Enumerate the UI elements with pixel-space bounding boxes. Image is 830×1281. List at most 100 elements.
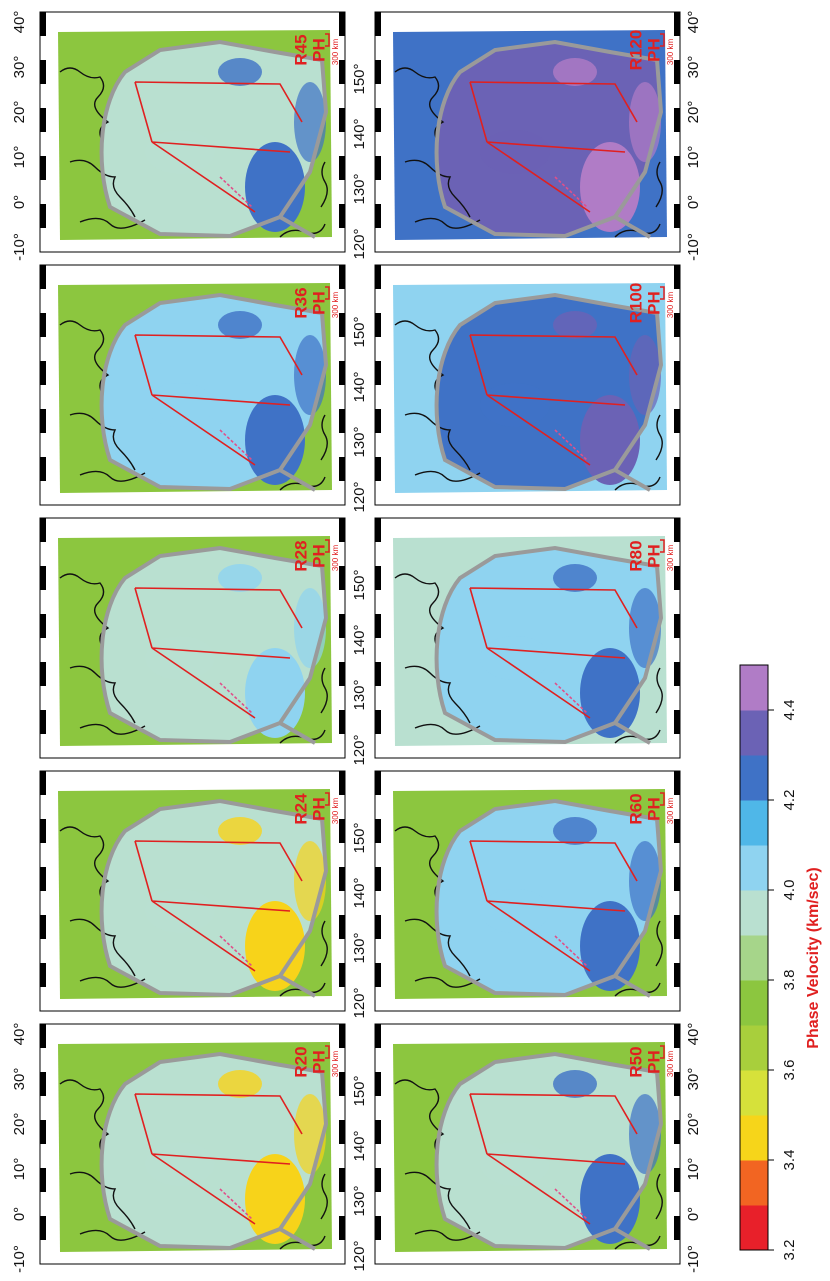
panel-sublabel: PH <box>309 291 328 315</box>
scale-bar <box>660 792 665 806</box>
plate-boundary <box>434 545 664 745</box>
velocity-anomaly <box>245 142 305 232</box>
panel-sublabel: PH <box>644 1050 663 1074</box>
map-panel: R50 PH 300 km <box>374 1023 681 1265</box>
velocity-anomaly <box>218 1070 262 1098</box>
longitude-label: 150° <box>351 569 368 600</box>
latitude-label: -10° <box>685 233 702 261</box>
ridge-line <box>134 334 303 466</box>
panel-label: R24 <box>291 793 310 825</box>
scale-bar <box>660 286 665 300</box>
velocity-anomaly <box>294 82 326 162</box>
latitude-label: 0° <box>685 195 702 209</box>
velocity-anomaly <box>629 1094 661 1174</box>
scale-label: 300 km <box>331 545 340 572</box>
velocity-anomaly <box>245 648 305 738</box>
latitude-label: 10° <box>685 1158 702 1181</box>
velocity-anomaly <box>145 130 215 174</box>
velocity-anomaly <box>580 648 640 738</box>
panel-label: R36 <box>291 287 310 318</box>
ridge-line <box>469 587 638 719</box>
scale-label: 300 km <box>666 798 675 825</box>
velocity-anomaly <box>218 58 262 86</box>
velocity-anomaly <box>553 1070 597 1098</box>
scale-bar <box>325 539 330 553</box>
plate-boundary <box>434 39 664 239</box>
panel-label: R20 <box>291 1046 310 1077</box>
latitude-label: 20° <box>685 101 702 124</box>
latitude-label: 30° <box>11 1068 28 1091</box>
scale-label: 300 km <box>666 545 675 572</box>
panel-label: R80 <box>626 540 645 571</box>
longitude-label: 130° <box>351 1185 368 1216</box>
scale-bar <box>660 33 665 47</box>
ridge-line <box>469 840 638 972</box>
scale-label: 300 km <box>331 1051 340 1078</box>
scale-label: 300 km <box>331 292 340 319</box>
colorbar-segment <box>740 800 768 846</box>
latitude-label: 30° <box>685 56 702 79</box>
velocity-anomaly <box>145 636 215 680</box>
panel-sublabel: PH <box>309 797 328 821</box>
velocity-anomaly <box>580 1154 640 1244</box>
velocity-anomaly <box>218 817 262 845</box>
colorbar-segment <box>740 890 768 936</box>
ridge-line-dashed <box>219 935 253 967</box>
latitude-label: 30° <box>11 56 28 79</box>
colorbar-segment <box>740 845 768 891</box>
latitude-label: 0° <box>685 1207 702 1221</box>
longitude-label: 120° <box>351 734 368 765</box>
map-panel: R20 PH 300 km <box>39 1023 346 1265</box>
plate-boundary <box>99 1051 329 1251</box>
colorbar-tick-label: 3.6 <box>781 1060 798 1081</box>
latitude-label: 20° <box>11 101 28 124</box>
longitude-label: 120° <box>351 1240 368 1271</box>
panel-sublabel: PH <box>309 544 328 568</box>
velocity-anomaly <box>480 636 550 680</box>
colorbar-segment <box>740 935 768 981</box>
scale-bar <box>325 33 330 47</box>
velocity-anomaly <box>629 82 661 162</box>
ridge-line <box>134 1093 303 1225</box>
velocity-anomaly <box>553 564 597 592</box>
map-panel: R60 PH 300 km <box>374 770 681 1012</box>
scale-bar <box>325 1045 330 1059</box>
plate-boundary <box>99 545 329 745</box>
velocity-anomaly <box>629 588 661 668</box>
colorbar-label: Phase Velocity (km/sec) <box>805 867 822 1048</box>
ridge-line-dashed <box>554 1188 588 1220</box>
coastline <box>394 826 663 997</box>
latitude-label: 10° <box>11 1158 28 1181</box>
latitude-label: 40° <box>11 1023 28 1046</box>
ridge-line <box>469 81 638 213</box>
longitude-label: 140° <box>351 371 368 402</box>
map-panel: R80 PH 300 km <box>374 517 681 759</box>
colorbar-segment <box>740 1160 768 1206</box>
colorbar-tick-label: 3.2 <box>781 1240 798 1261</box>
velocity-anomaly <box>553 311 597 339</box>
velocity-anomaly <box>294 588 326 668</box>
latitude-label: 0° <box>11 195 28 209</box>
panel-label: R60 <box>626 793 645 824</box>
coastline <box>59 67 328 238</box>
ridge-line-dashed <box>554 935 588 967</box>
colorbar-segment <box>740 1205 768 1251</box>
longitude-label: 150° <box>351 1075 368 1106</box>
map-panel: R24 PH 300 km <box>39 770 346 1012</box>
longitude-label: 140° <box>351 1130 368 1161</box>
panel-sublabel: PH <box>644 291 663 315</box>
velocity-anomaly <box>580 901 640 991</box>
scale-bar <box>660 1045 665 1059</box>
scale-label: 300 km <box>666 292 675 319</box>
latitude-label: 40° <box>685 11 702 34</box>
map-panel: R100 PH 300 km <box>374 264 681 506</box>
latitude-label: 10° <box>11 146 28 169</box>
ridge-line-dashed <box>554 429 588 461</box>
colorbar-segment <box>740 980 768 1026</box>
velocity-anomaly <box>145 889 215 933</box>
longitude-label: 140° <box>351 118 368 149</box>
colorbar-segment <box>740 755 768 801</box>
velocity-anomaly <box>294 841 326 921</box>
